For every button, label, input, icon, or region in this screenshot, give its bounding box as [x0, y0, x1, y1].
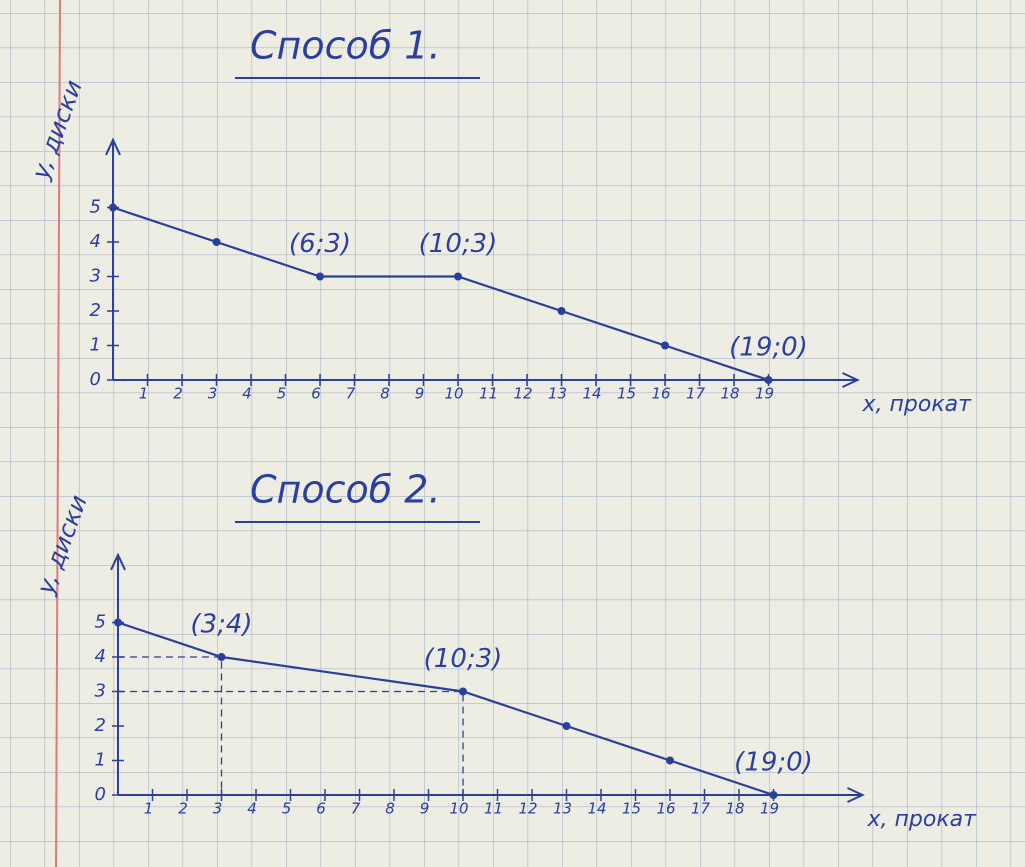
y-tick-label: 5	[95, 612, 106, 633]
y-tick-label: 4	[90, 231, 101, 252]
notebook-page: Способ 1.y, дискиx, прокат12345678910111…	[0, 0, 1025, 867]
y-tick-label: 1	[95, 750, 106, 771]
y-tick-label: 4	[95, 646, 106, 667]
x-tick-label: 8	[385, 800, 395, 818]
y-tick-label: 0	[95, 784, 106, 805]
point-annotation: (10;3)	[419, 229, 498, 259]
point	[114, 619, 122, 627]
x-tick-label: 14	[582, 385, 601, 403]
x-tick-label: 3	[208, 385, 218, 403]
x-tick-label: 18	[720, 385, 739, 403]
x-tick-label: 2	[178, 800, 188, 818]
point-annotation: (3;4)	[190, 610, 252, 640]
x-tick-label: 13	[553, 800, 572, 818]
point	[459, 688, 467, 696]
point	[558, 307, 566, 315]
paper-grid	[0, 0, 1025, 867]
point	[770, 791, 778, 799]
x-tick-label: 13	[548, 385, 567, 403]
x-tick-label: 11	[479, 385, 498, 403]
x-tick-label: 15	[617, 385, 636, 403]
x-axis-label: x, прокат	[867, 807, 978, 832]
y-tick-label: 3	[90, 266, 101, 287]
x-tick-label: 9	[415, 385, 425, 403]
point	[109, 204, 117, 212]
x-tick-label: 14	[587, 800, 606, 818]
y-tick-label: 3	[95, 681, 106, 702]
x-tick-label: 5	[282, 800, 292, 818]
x-tick-label: 5	[277, 385, 287, 403]
point-annotation: (19;0)	[734, 748, 813, 778]
y-tick-label: 2	[90, 300, 101, 321]
chart-title: Способ 2.	[250, 468, 441, 512]
x-tick-label: 10	[444, 385, 463, 403]
x-tick-label: 19	[755, 385, 774, 403]
x-tick-label: 18	[725, 800, 744, 818]
x-tick-label: 15	[622, 800, 641, 818]
y-tick-label: 1	[90, 335, 101, 356]
point	[213, 238, 221, 246]
x-tick-label: 1	[139, 385, 149, 403]
x-tick-label: 16	[656, 800, 675, 818]
x-tick-label: 7	[351, 800, 361, 818]
point	[218, 653, 226, 661]
point	[666, 757, 674, 765]
point	[454, 273, 462, 281]
x-tick-label: 7	[346, 385, 356, 403]
point	[661, 342, 669, 350]
x-tick-label: 12	[513, 385, 532, 403]
x-tick-label: 1	[144, 800, 154, 818]
x-tick-label: 19	[760, 800, 779, 818]
x-tick-label: 10	[449, 800, 468, 818]
x-tick-label: 16	[651, 385, 670, 403]
point	[563, 722, 571, 730]
y-tick-label: 0	[90, 369, 101, 390]
x-axis-label: x, прокат	[862, 392, 973, 417]
x-tick-label: 2	[173, 385, 183, 403]
point-annotation: (19;0)	[729, 333, 808, 363]
point-annotation: (10;3)	[424, 644, 503, 674]
x-tick-label: 6	[311, 385, 321, 403]
y-tick-label: 5	[90, 197, 101, 218]
x-tick-label: 6	[316, 800, 326, 818]
chart-title: Способ 1.	[250, 24, 441, 68]
x-tick-label: 4	[242, 385, 252, 403]
y-tick-label: 2	[95, 715, 106, 736]
x-tick-label: 11	[484, 800, 503, 818]
x-tick-label: 3	[213, 800, 223, 818]
x-tick-label: 17	[691, 800, 711, 818]
point	[316, 273, 324, 281]
x-tick-label: 12	[518, 800, 537, 818]
point	[765, 376, 773, 384]
x-tick-label: 17	[686, 385, 706, 403]
x-tick-label: 9	[420, 800, 430, 818]
x-tick-label: 4	[247, 800, 257, 818]
x-tick-label: 8	[380, 385, 390, 403]
point-annotation: (6;3)	[289, 229, 351, 259]
